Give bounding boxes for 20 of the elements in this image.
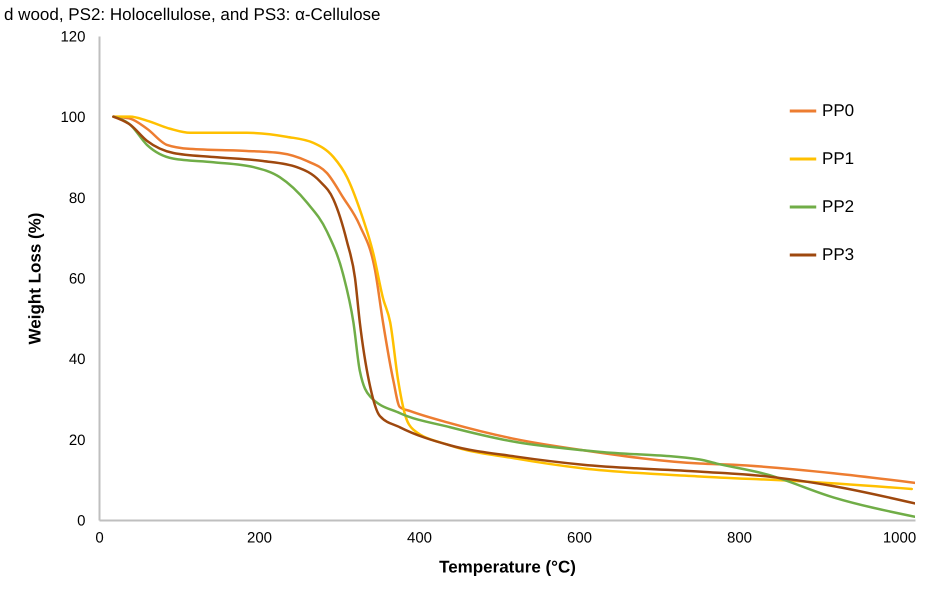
- legend-label: PP0: [822, 101, 854, 120]
- x-tick-label: 600: [566, 530, 592, 546]
- x-tick-label: 400: [406, 530, 432, 546]
- y-tick-label: 20: [68, 432, 86, 449]
- x-axis-title: Temperature (°C): [439, 558, 576, 576]
- y-tick-label: 0: [77, 512, 86, 530]
- legend-label: PP3: [822, 245, 854, 264]
- y-tick-label: 60: [68, 270, 86, 288]
- y-tick-label: 120: [60, 28, 86, 46]
- legend-label: PP1: [822, 149, 854, 168]
- legend-label: PP2: [822, 197, 854, 216]
- chart-title: d wood, PS2: Holocellulose, and PS3: α-Cellulose: [4, 5, 380, 24]
- y-tick-label: 100: [60, 109, 86, 126]
- x-tick-label: 1000: [882, 530, 916, 546]
- x-tick-label: 200: [246, 530, 272, 546]
- x-tick-label: 800: [726, 530, 752, 546]
- y-axis-title: Weight Loss (%): [25, 212, 44, 344]
- y-tick-label: 40: [68, 351, 86, 368]
- y-tick-label: 80: [68, 190, 86, 207]
- x-tick-label: 0: [95, 530, 104, 546]
